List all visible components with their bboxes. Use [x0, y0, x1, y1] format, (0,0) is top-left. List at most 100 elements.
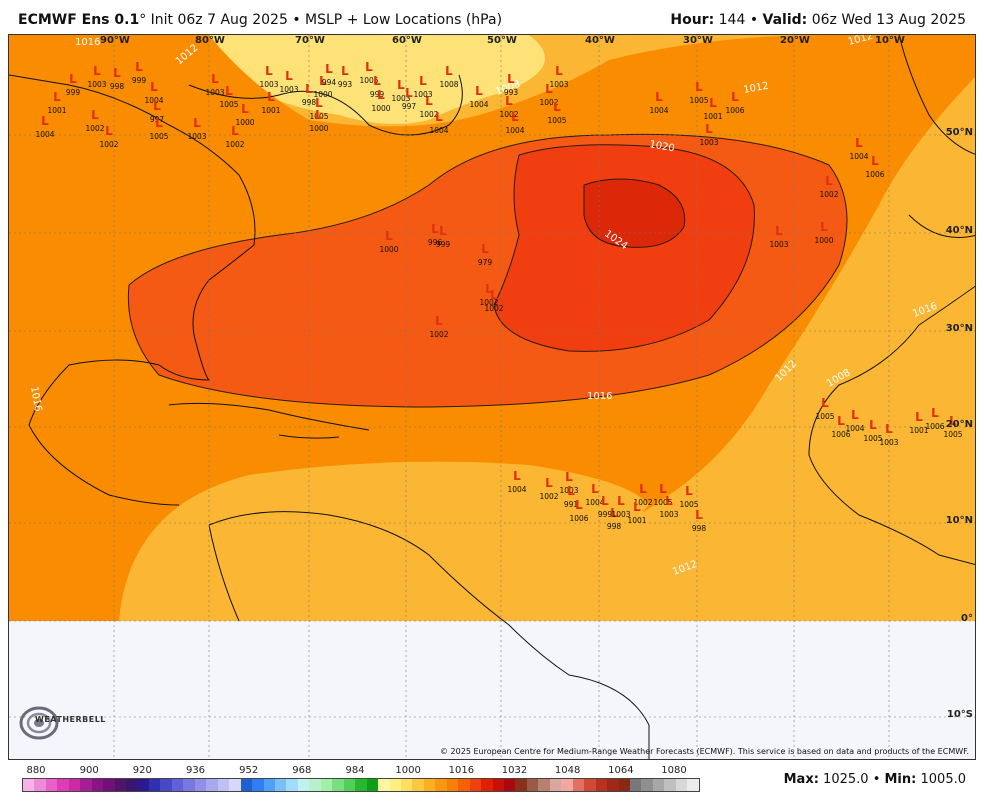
- low-marker: L: [633, 500, 641, 514]
- low-pressure-value: 1004: [505, 126, 524, 135]
- model-name: ECMWF Ens 0.1: [18, 12, 140, 28]
- colorbar-swatch: [45, 779, 58, 791]
- low-pressure-value: 1002: [99, 140, 118, 149]
- low-pressure-value: 1004: [469, 100, 488, 109]
- colorbar-swatch: [332, 779, 344, 791]
- low-marker: L: [949, 414, 957, 428]
- low-marker: L: [665, 494, 673, 508]
- contour-label: 1016: [587, 391, 612, 402]
- low-pressure-value: 999: [598, 510, 613, 519]
- colorbar-swatch: [183, 779, 195, 791]
- colorbar-swatch: [481, 779, 493, 791]
- low-pressure-value: 1006: [831, 430, 850, 439]
- low-marker: L: [545, 476, 553, 490]
- swirl-icon: [19, 706, 59, 740]
- low-pressure-value: 1005: [943, 430, 962, 439]
- low-pressure-value: 1000: [379, 245, 398, 254]
- low-pressure-value: 1003: [879, 438, 898, 447]
- coastline-north-america: [9, 74, 256, 506]
- low-pressure-value: 999: [436, 240, 451, 249]
- low-marker: L: [553, 100, 561, 114]
- colorbar-swatch: [595, 779, 608, 791]
- lon-tick-label: 10°W: [875, 35, 905, 46]
- low-marker: L: [377, 88, 385, 102]
- low-pressure-value: 1004: [845, 424, 864, 433]
- low-pressure-value: 1003: [279, 85, 298, 94]
- low-pressure-value: 1003: [769, 240, 788, 249]
- degree-sign: °: [139, 12, 147, 28]
- colorbar-tick-label: 1016: [448, 765, 475, 776]
- colorbar-swatch: [549, 779, 562, 791]
- valid-block: Hour: 144 • Valid: 06z Wed 13 Aug 2025: [670, 12, 966, 28]
- low-pressure-value: 1002: [484, 304, 503, 313]
- low-marker: L: [490, 288, 498, 302]
- low-marker: L: [545, 82, 553, 96]
- min-value: 1005.0: [920, 772, 967, 787]
- low-marker: L: [193, 116, 201, 130]
- low-marker: L: [885, 422, 893, 436]
- low-pressure-value: 993: [504, 88, 519, 97]
- colorbar-swatch: [687, 779, 699, 791]
- low-marker: L: [775, 224, 783, 238]
- low-pressure-value: 997: [402, 102, 417, 111]
- lat-tick-label: 10°N: [945, 515, 973, 526]
- low-pressure-value: 1002: [819, 190, 838, 199]
- low-pressure-value: 994: [322, 78, 337, 87]
- region-1008-north: [209, 35, 545, 124]
- colorbar-swatch: [80, 779, 92, 791]
- graticule: [9, 35, 975, 759]
- low-pressure-value: 1003: [611, 510, 630, 519]
- colorbar-swatch: [664, 779, 676, 791]
- low-marker: L: [319, 74, 327, 88]
- low-pressure-value: 1000: [235, 118, 254, 127]
- colorbar-swatch: [492, 779, 505, 791]
- colorbar-swatch: [126, 779, 138, 791]
- low-marker: L: [385, 229, 393, 243]
- max-min-stats: Max: 1025.0 • Min: 1005.0: [784, 772, 966, 787]
- contour-core: [583, 178, 686, 248]
- low-marker: L: [439, 224, 447, 238]
- low-marker: L: [419, 74, 427, 88]
- low-marker: L: [659, 482, 667, 496]
- low-pressure-value: 1004: [35, 130, 54, 139]
- low-pressure-value: 1004: [585, 498, 604, 507]
- low-marker: L: [821, 396, 829, 410]
- valid-value: 06z Wed 13 Aug 2025: [811, 12, 966, 28]
- low-marker: L: [53, 90, 61, 104]
- lon-tick-label: 60°W: [392, 35, 422, 46]
- low-marker: L: [610, 506, 618, 520]
- colorbar-swatch: [171, 779, 184, 791]
- low-pressure-value: 1003: [559, 486, 578, 495]
- low-pressure-value: 997: [150, 115, 165, 124]
- colorbar-tick-label: 952: [239, 765, 259, 776]
- low-pressure-value: 996: [428, 238, 443, 247]
- colorbar-swatch: [355, 779, 367, 791]
- low-marker: L: [211, 72, 219, 86]
- low-marker: L: [505, 94, 513, 108]
- lon-tick-label: 90°W: [100, 35, 130, 46]
- stats-bullet: •: [872, 772, 881, 787]
- header: ECMWF Ens 0.1° Init 06z 7 Aug 2025 • MSL…: [0, 0, 984, 34]
- low-pressure-value: 998: [110, 82, 125, 91]
- low-pressure-value: 1005: [219, 100, 238, 109]
- low-pressure-value: 1001: [703, 112, 722, 121]
- low-marker: L: [639, 482, 647, 496]
- colorbar-swatch: [400, 779, 413, 791]
- low-pressure-value: 1005: [359, 76, 378, 85]
- low-marker: L: [731, 90, 739, 104]
- low-marker: L: [655, 90, 663, 104]
- colorbar-tick-label: 1048: [554, 765, 581, 776]
- lat-tick-label: 20°N: [945, 419, 973, 430]
- max-label: Max:: [783, 772, 819, 787]
- low-pressure-value: 998: [692, 524, 707, 533]
- colorbar-tick-label: 1000: [395, 765, 421, 776]
- lon-tick-label: 20°W: [780, 35, 810, 46]
- colorbar-tick-label: 936: [185, 765, 206, 776]
- low-marker: L: [869, 418, 877, 432]
- low-marker: L: [695, 80, 703, 94]
- init-time: Init 06z 7 Aug 2025: [150, 12, 288, 28]
- colorbar-swatch: [137, 779, 149, 791]
- valid-label: Valid:: [762, 12, 808, 28]
